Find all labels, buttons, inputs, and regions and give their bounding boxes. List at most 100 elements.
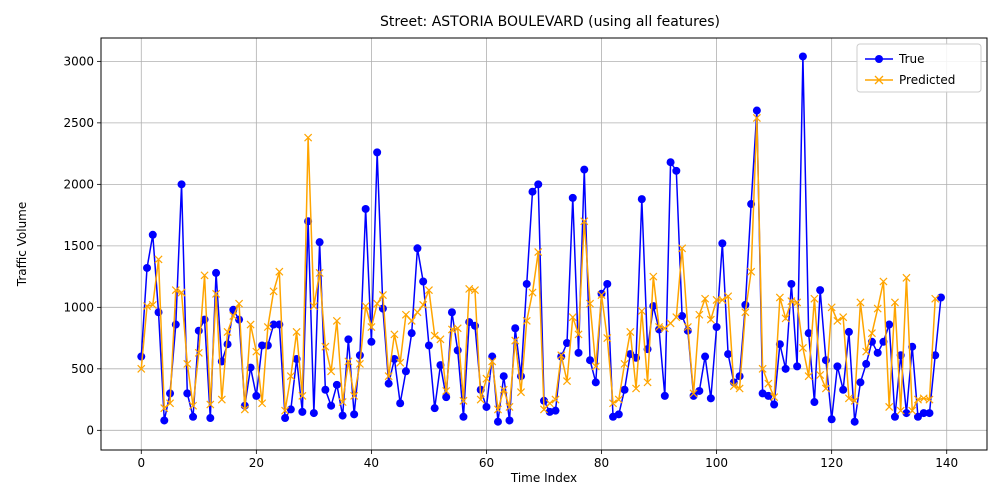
data-point-true: [885, 320, 894, 329]
data-point-true: [919, 409, 928, 418]
data-point-true: [160, 416, 169, 425]
data-point-predicted: [925, 395, 934, 404]
data-point-true: [482, 402, 491, 411]
data-point-true: [212, 268, 221, 277]
data-point-predicted: [850, 396, 859, 405]
data-point-true: [206, 414, 215, 423]
y-tick-label: 0: [86, 423, 94, 437]
data-point-predicted: [816, 370, 825, 380]
data-point-predicted: [315, 268, 324, 277]
data-point-true: [505, 416, 514, 425]
data-point-true: [390, 354, 399, 363]
data-point-true: [804, 329, 813, 338]
data-point-true: [833, 362, 842, 371]
data-point-predicted: [424, 286, 433, 295]
data-point-predicted: [493, 405, 502, 414]
data-point-predicted: [189, 401, 198, 410]
data-point-predicted: [350, 391, 359, 400]
data-point-predicted: [516, 388, 526, 397]
data-point-predicted: [580, 217, 589, 226]
data-point-true: [752, 106, 761, 115]
data-point-true: [689, 391, 698, 400]
y-axis-ticks: 0 500 1000 1500 2000 2500 3000: [63, 54, 101, 437]
data-point-predicted: [321, 342, 330, 351]
y-tick-label: 2000: [63, 177, 94, 191]
legend-label-true: True: [898, 52, 925, 66]
data-point-predicted: [764, 379, 773, 388]
data-point-true: [873, 348, 882, 357]
data-point-true: [286, 405, 295, 414]
data-point-predicted: [885, 402, 894, 411]
data-point-predicted: [896, 406, 905, 415]
x-tick-label: 40: [364, 456, 379, 470]
data-point-predicted: [620, 359, 629, 368]
data-point-true: [413, 244, 422, 253]
x-axis-ticks: 0 20 40 60 80 100 120 140: [137, 450, 958, 470]
data-point-predicted: [229, 311, 238, 320]
data-point-predicted: [827, 303, 836, 312]
data-point-predicted: [344, 357, 353, 366]
data-point-predicted: [137, 364, 146, 373]
series-line-true: [140, 56, 942, 422]
y-tick-label: 1000: [63, 300, 94, 314]
data-point-true: [361, 204, 370, 213]
data-point-predicted: [488, 357, 497, 366]
data-point-predicted: [286, 372, 295, 381]
data-point-predicted: [632, 384, 641, 393]
plot-frame: [100, 37, 988, 451]
data-point-predicted: [304, 133, 313, 142]
data-point-true: [401, 367, 410, 376]
data-point-true: [614, 410, 623, 419]
data-point-predicted: [862, 347, 871, 356]
data-point-true: [735, 372, 744, 381]
x-tick-label: 0: [137, 456, 145, 470]
data-point-predicted: [511, 336, 520, 345]
data-point-predicted: [327, 367, 336, 376]
x-tick-label: 80: [594, 456, 609, 470]
data-point-predicted: [258, 399, 267, 408]
data-point-true: [143, 263, 152, 272]
x-tick-label: 140: [935, 456, 958, 470]
data-point-true: [470, 321, 479, 330]
data-point-predicted: [741, 308, 750, 317]
data-point-true: [281, 414, 290, 423]
series-layer: [137, 52, 945, 426]
data-point-predicted: [603, 334, 612, 343]
data-point-predicted: [292, 327, 301, 336]
data-point-true: [453, 346, 462, 355]
data-point-true: [620, 385, 629, 394]
data-point-true: [442, 393, 451, 402]
legend: True Predicted: [856, 43, 982, 93]
data-point-predicted: [459, 396, 468, 405]
data-point-true: [419, 277, 428, 286]
data-point-predicted: [499, 385, 508, 394]
data-point-true: [580, 165, 589, 174]
data-point-predicted: [281, 406, 290, 415]
x-axis-label: Time Index: [510, 471, 577, 485]
data-point-true: [844, 327, 853, 336]
data-point-true: [384, 379, 393, 388]
data-point-true: [522, 279, 531, 288]
data-point-predicted: [821, 384, 830, 393]
data-point-true: [447, 308, 456, 317]
data-point-predicted: [384, 372, 393, 381]
data-point-predicted: [200, 271, 209, 280]
data-point-true: [603, 279, 612, 288]
data-point-predicted: [269, 287, 278, 296]
data-point-predicted: [442, 386, 451, 395]
data-point-predicted: [856, 298, 865, 307]
data-point-predicted: [545, 399, 554, 408]
data-point-true: [839, 385, 848, 394]
data-point-predicted: [148, 300, 157, 309]
data-point-true: [672, 166, 681, 175]
data-point-true: [148, 230, 157, 239]
data-point-true: [258, 341, 267, 350]
data-point-predicted: [706, 315, 715, 324]
data-point-true: [321, 385, 330, 394]
x-tick-label: 100: [705, 456, 728, 470]
data-point-predicted: [867, 329, 876, 338]
data-point-true: [171, 320, 180, 329]
data-point-predicted: [844, 394, 853, 403]
data-point-predicted: [839, 313, 848, 322]
x-tick-label: 20: [249, 456, 264, 470]
